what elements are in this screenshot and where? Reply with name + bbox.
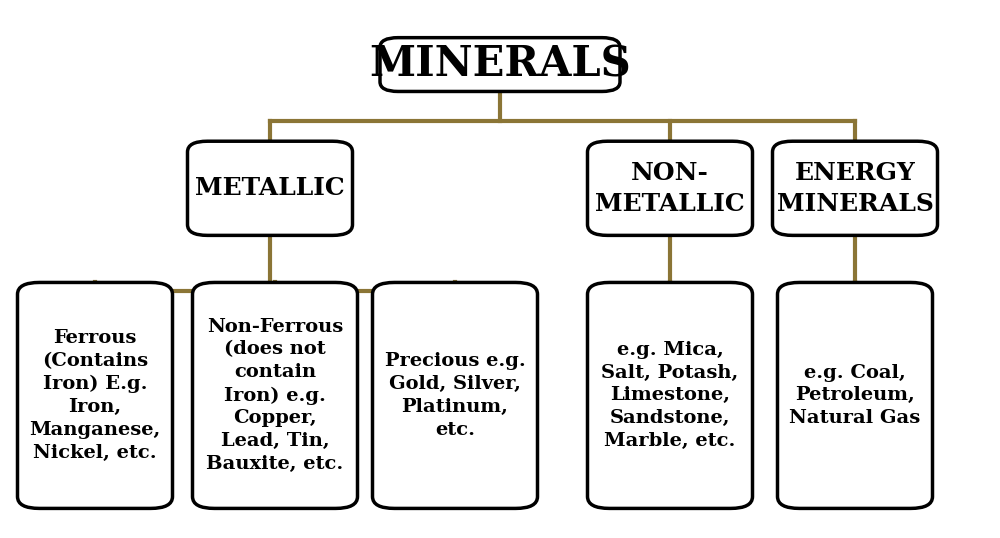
Text: METALLIC: METALLIC	[195, 176, 345, 200]
FancyBboxPatch shape	[188, 141, 353, 236]
FancyBboxPatch shape	[588, 141, 753, 236]
Text: e.g. Mica,
Salt, Potash,
Limestone,
Sandstone,
Marble, etc.: e.g. Mica, Salt, Potash, Limestone, Sand…	[601, 341, 739, 450]
FancyBboxPatch shape	[372, 282, 538, 508]
FancyBboxPatch shape	[192, 282, 358, 508]
FancyBboxPatch shape	[588, 282, 753, 508]
Text: e.g. Coal,
Petroleum,
Natural Gas: e.g. Coal, Petroleum, Natural Gas	[789, 364, 921, 427]
Text: MINERALS: MINERALS	[369, 44, 631, 86]
FancyBboxPatch shape	[778, 282, 932, 508]
Text: Precious e.g.
Gold, Silver,
Platinum,
etc.: Precious e.g. Gold, Silver, Platinum, et…	[385, 352, 525, 439]
FancyBboxPatch shape	[380, 38, 620, 91]
FancyBboxPatch shape	[18, 282, 173, 508]
Text: ENERGY
MINERALS: ENERGY MINERALS	[777, 161, 933, 216]
FancyBboxPatch shape	[772, 141, 938, 236]
Text: Ferrous
(Contains
Iron) E.g.
Iron,
Manganese,
Nickel, etc.: Ferrous (Contains Iron) E.g. Iron, Manga…	[29, 329, 161, 462]
Text: Non-Ferrous
(does not
contain
Iron) e.g.
Copper,
Lead, Tin,
Bauxite, etc.: Non-Ferrous (does not contain Iron) e.g.…	[206, 317, 344, 473]
Text: NON-
METALLIC: NON- METALLIC	[595, 161, 745, 216]
